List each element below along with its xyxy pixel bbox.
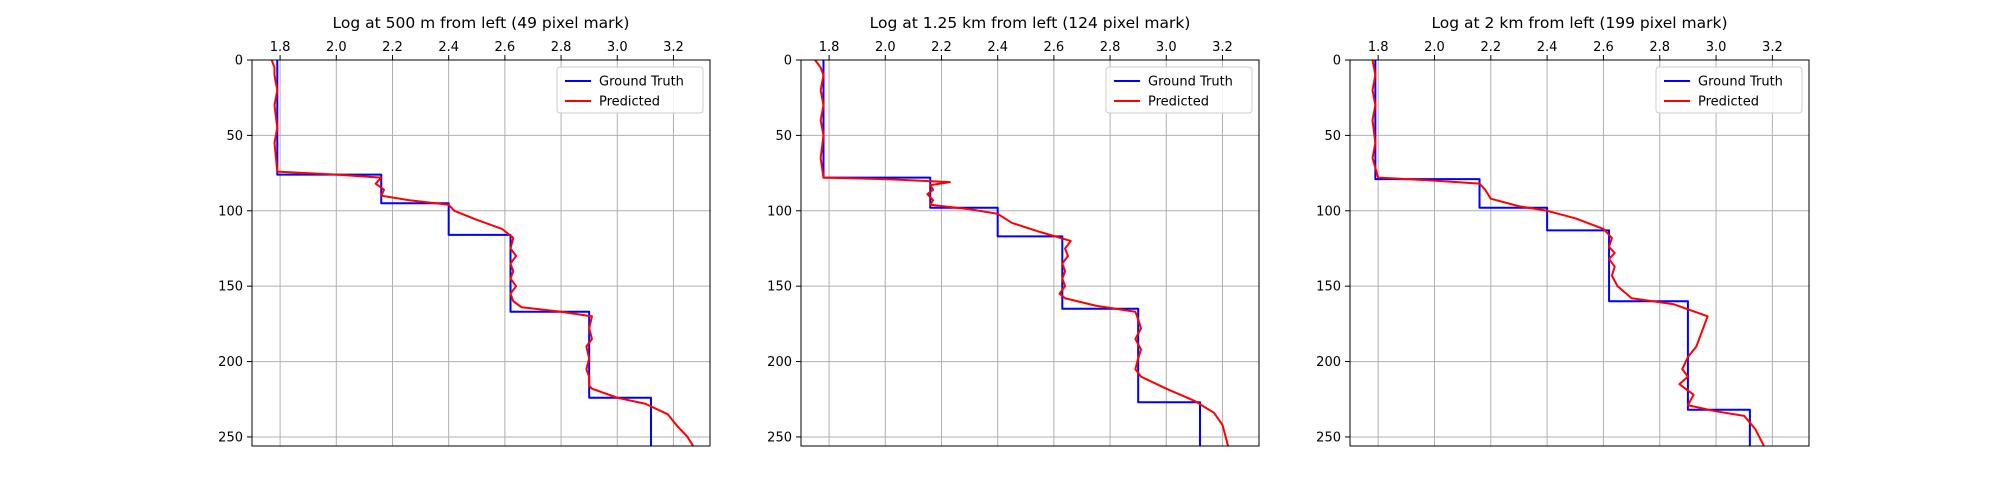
chart-panel-1: 1.8 2.0 2.2 2.4 2.6 2.8 3.0 3.2 0 50 100 150 200 250 L…: [218, 14, 711, 447]
legend-label-ground-truth: Ground Truth: [1148, 75, 1233, 90]
legend-label-predicted: Predicted: [1148, 95, 1209, 110]
ground-truth-series-line: [1374, 60, 1751, 446]
x-tick-label: 2.8: [1100, 40, 1121, 55]
axes-frame: [1349, 59, 1810, 447]
ground-truth-series-line: [822, 60, 1201, 446]
x-tick-label: 3.0: [1706, 40, 1727, 55]
x-tick-label: 2.6: [1593, 40, 1614, 55]
x-tick-label: 2.4: [1537, 40, 1558, 55]
legend-box: [1655, 66, 1803, 114]
axes-frame: [251, 59, 711, 447]
x-tick-label: 2.0: [1424, 40, 1445, 55]
y-tick-label: 0: [784, 54, 792, 69]
y-tick-label: 0: [235, 54, 243, 69]
y-tick-label: 50: [1324, 129, 1341, 144]
y-tick-label: 150: [1316, 280, 1341, 295]
x-tick-label: 2.8: [1649, 40, 1670, 55]
x-tick-label: 2.2: [1480, 40, 1501, 55]
axes-frame: [800, 59, 1260, 447]
y-tick-label: 150: [218, 280, 243, 295]
y-tick-label: 200: [1316, 355, 1341, 370]
y-tick-label: 150: [767, 280, 792, 295]
y-tick-label: 100: [218, 204, 243, 219]
y-tick-label: 250: [1316, 430, 1341, 445]
y-tick-label: 0: [1333, 54, 1341, 69]
y-tick-label: 200: [767, 355, 792, 370]
legend-label-ground-truth: Ground Truth: [1698, 75, 1783, 90]
x-tick-label: 3.2: [1212, 40, 1233, 55]
x-tick-label: 3.0: [607, 40, 628, 55]
y-tick-label: 250: [218, 430, 243, 445]
legend-label-ground-truth: Ground Truth: [599, 75, 684, 90]
y-tick-label: 100: [1316, 204, 1341, 219]
legend: Ground Truth Predicted: [1655, 66, 1803, 114]
y-tick-label: 250: [767, 430, 792, 445]
chart-title: Log at 500 m from left (49 pixel mark): [333, 14, 630, 32]
y-tick-label: 50: [226, 129, 243, 144]
ground-truth-series-line: [276, 60, 652, 446]
legend-box: [1105, 66, 1253, 114]
x-tick-label: 2.0: [875, 40, 896, 55]
predicted-series-line: [270, 60, 694, 446]
x-tick-label: 2.2: [931, 40, 952, 55]
chart-panel-2: 1.8 2.0 2.2 2.4 2.6 2.8 3.0 3.2 0 50 100 150 200 250 L…: [767, 14, 1260, 447]
x-tick-label: 3.0: [1156, 40, 1177, 55]
x-tick-label: 2.4: [438, 40, 459, 55]
x-tick-label: 1.8: [270, 40, 291, 55]
y-tick-label: 100: [767, 204, 792, 219]
x-tick-label: 1.8: [1368, 40, 1389, 55]
predicted-series-line: [1371, 60, 1765, 446]
legend: Ground Truth Predicted: [1105, 66, 1253, 114]
x-tick-label: 2.6: [495, 40, 516, 55]
predicted-series-line: [814, 60, 1230, 446]
y-tick-label: 200: [218, 355, 243, 370]
legend: Ground Truth Predicted: [556, 66, 704, 114]
x-tick-label: 2.8: [551, 40, 572, 55]
chart-title: Log at 1.25 km from left (124 pixel mark…: [870, 14, 1191, 32]
x-tick-label: 3.2: [663, 40, 684, 55]
chart-panel-3: 1.8 2.0 2.2 2.4 2.6 2.8 3.0 3.2 0 50 100 150 200 250 L…: [1316, 14, 1810, 447]
y-tick-label: 50: [775, 129, 792, 144]
x-tick-label: 2.2: [382, 40, 403, 55]
x-tick-label: 2.0: [326, 40, 347, 55]
legend-label-predicted: Predicted: [1698, 95, 1759, 110]
legend-label-predicted: Predicted: [599, 95, 660, 110]
x-tick-label: 3.2: [1762, 40, 1783, 55]
legend-box: [556, 66, 704, 114]
x-tick-label: 2.6: [1044, 40, 1065, 55]
chart-title: Log at 2 km from left (199 pixel mark): [1431, 14, 1727, 32]
x-tick-label: 2.4: [987, 40, 1008, 55]
x-tick-label: 1.8: [819, 40, 840, 55]
